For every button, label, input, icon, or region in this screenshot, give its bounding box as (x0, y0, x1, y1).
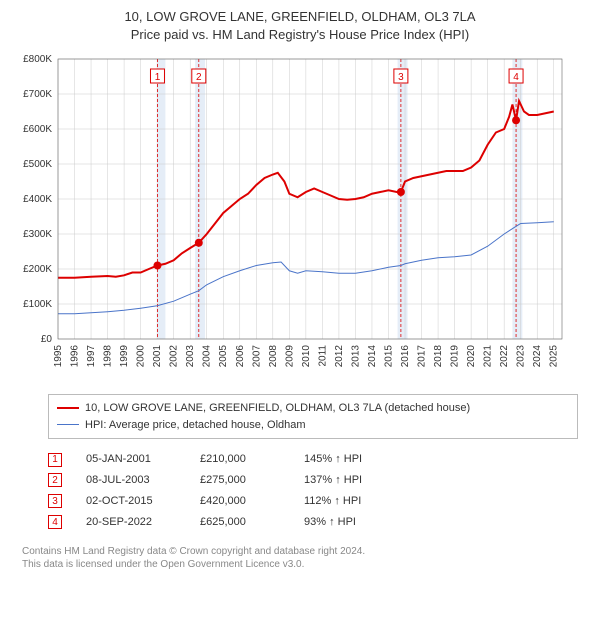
chart: £0 £100K £200K £300K £400K £500K £600K £700K £80… (12, 49, 588, 384)
svg-text:2005: 2005 (218, 345, 229, 368)
svg-text:2018: 2018 (433, 345, 444, 368)
transaction-price: £420,000 (200, 491, 280, 512)
svg-text:2008: 2008 (268, 345, 279, 368)
legend-swatch (57, 407, 79, 409)
transaction-row: 1 05-JAN-2001 £210,000 145% ↑ HPI (48, 449, 578, 470)
svg-text:1: 1 (155, 72, 161, 83)
svg-text:2014: 2014 (367, 345, 378, 368)
svg-text:2023: 2023 (516, 345, 527, 368)
transaction-hpi: 137% ↑ HPI (304, 470, 394, 491)
legend-row: HPI: Average price, detached house, Oldh… (57, 417, 569, 434)
legend-row: 10, LOW GROVE LANE, GREENFIELD, OLDHAM, … (57, 400, 569, 417)
transaction-hpi: 93% ↑ HPI (304, 512, 394, 533)
transaction-row: 4 20-SEP-2022 £625,000 93% ↑ HPI (48, 512, 578, 533)
svg-text:2003: 2003 (185, 345, 196, 368)
svg-text:£700K: £700K (23, 89, 52, 100)
chart-svg: £0 £100K £200K £300K £400K £500K £600K £700K £80… (12, 49, 572, 379)
svg-text:2010: 2010 (301, 345, 312, 368)
svg-text:2022: 2022 (499, 345, 510, 368)
transaction-marker: 2 (48, 473, 62, 487)
svg-text:2021: 2021 (483, 345, 494, 368)
transaction-row: 2 08-JUL-2003 £275,000 137% ↑ HPI (48, 470, 578, 491)
svg-text:£600K: £600K (23, 124, 52, 135)
svg-text:2011: 2011 (317, 345, 328, 367)
transaction-price: £625,000 (200, 512, 280, 533)
svg-text:£100K: £100K (23, 299, 52, 310)
svg-text:2007: 2007 (251, 345, 262, 368)
svg-text:£500K: £500K (23, 159, 52, 170)
transaction-hpi: 145% ↑ HPI (304, 449, 394, 470)
svg-text:2000: 2000 (136, 345, 147, 368)
legend: 10, LOW GROVE LANE, GREENFIELD, OLDHAM, … (48, 394, 578, 439)
transaction-price: £275,000 (200, 470, 280, 491)
transaction-date: 05-JAN-2001 (86, 449, 176, 470)
svg-text:1995: 1995 (53, 345, 64, 368)
transaction-price: £210,000 (200, 449, 280, 470)
svg-text:2013: 2013 (350, 345, 361, 368)
svg-text:£0: £0 (41, 334, 53, 345)
svg-text:2016: 2016 (400, 345, 411, 368)
svg-text:2017: 2017 (417, 345, 428, 368)
svg-text:2002: 2002 (169, 345, 180, 368)
svg-text:1998: 1998 (103, 345, 114, 368)
transaction-date: 02-OCT-2015 (86, 491, 176, 512)
transaction-hpi: 112% ↑ HPI (304, 491, 394, 512)
page-title: 10, LOW GROVE LANE, GREENFIELD, OLDHAM, … (12, 8, 588, 26)
transaction-date: 08-JUL-2003 (86, 470, 176, 491)
svg-text:2020: 2020 (466, 345, 477, 368)
svg-text:4: 4 (513, 72, 519, 83)
footer-attribution: Contains HM Land Registry data © Crown c… (22, 545, 578, 572)
page-container: 10, LOW GROVE LANE, GREENFIELD, OLDHAM, … (0, 0, 600, 582)
transaction-marker: 1 (48, 453, 62, 467)
svg-text:2012: 2012 (334, 345, 345, 368)
legend-label: 10, LOW GROVE LANE, GREENFIELD, OLDHAM, … (85, 400, 470, 417)
transaction-marker: 3 (48, 494, 62, 508)
svg-text:2009: 2009 (284, 345, 295, 368)
svg-text:2015: 2015 (383, 345, 394, 368)
footer-line-2: This data is licensed under the Open Gov… (22, 558, 578, 572)
legend-label: HPI: Average price, detached house, Oldh… (85, 417, 306, 434)
svg-text:2006: 2006 (235, 345, 246, 368)
svg-text:2025: 2025 (549, 345, 560, 368)
transaction-date: 20-SEP-2022 (86, 512, 176, 533)
legend-swatch (57, 424, 79, 425)
svg-text:1996: 1996 (70, 345, 81, 368)
svg-text:£800K: £800K (23, 54, 52, 65)
svg-text:2004: 2004 (202, 345, 213, 368)
svg-text:2001: 2001 (152, 345, 163, 368)
svg-text:3: 3 (398, 72, 404, 83)
footer-line-1: Contains HM Land Registry data © Crown c… (22, 545, 578, 559)
svg-text:2: 2 (196, 72, 202, 83)
svg-text:£200K: £200K (23, 264, 52, 275)
svg-text:1997: 1997 (86, 345, 97, 368)
svg-text:£400K: £400K (23, 194, 52, 205)
svg-text:£300K: £300K (23, 229, 52, 240)
page-subtitle: Price paid vs. HM Land Registry's House … (12, 26, 588, 44)
transactions-table: 1 05-JAN-2001 £210,000 145% ↑ HPI 2 08-JUL-20… (48, 449, 578, 533)
svg-text:1999: 1999 (119, 345, 130, 368)
transaction-row: 3 02-OCT-2015 £420,000 112% ↑ HPI (48, 491, 578, 512)
svg-text:2019: 2019 (450, 345, 461, 368)
svg-text:2024: 2024 (532, 345, 543, 368)
transaction-marker: 4 (48, 515, 62, 529)
